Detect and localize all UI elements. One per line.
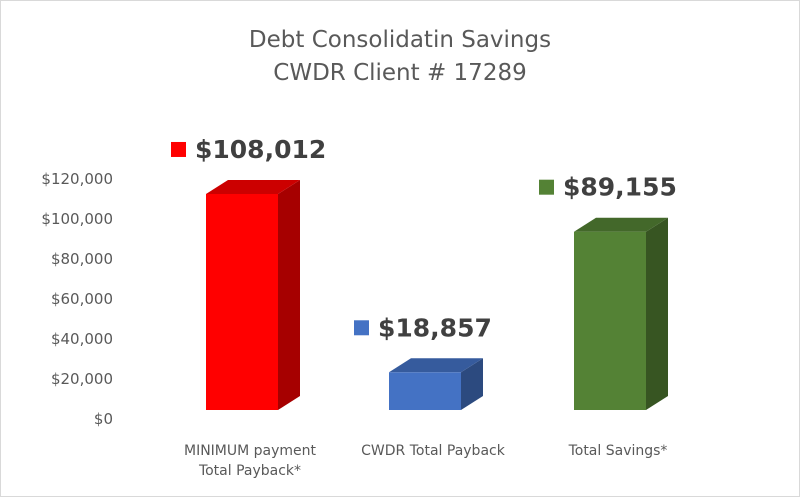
- data-label: $89,155: [563, 173, 677, 202]
- bar-top-face: [206, 179, 300, 194]
- y-tick-label: $120,000: [41, 170, 113, 188]
- bar-side-face: [646, 217, 668, 410]
- bar-side-face: [461, 358, 483, 410]
- chart-title-line-1: Debt Consolidatin Savings: [248, 27, 552, 53]
- bar: [206, 193, 278, 410]
- y-tick-label: $40,000: [51, 330, 113, 348]
- bar: [574, 231, 646, 410]
- y-tick-label: $100,000: [41, 210, 113, 228]
- y-tick-label: $20,000: [51, 370, 113, 388]
- data-label-key: [171, 141, 186, 157]
- chart-title-line-2: CWDR Client # 17289: [273, 60, 527, 86]
- y-tick-label: $80,000: [51, 250, 113, 268]
- y-tick-label: $0: [94, 410, 113, 428]
- category-label: CWDR Total Payback: [361, 443, 506, 459]
- bar-top-face: [574, 217, 668, 232]
- category-label: Total Savings*: [568, 443, 668, 459]
- bar-side-face: [278, 179, 300, 410]
- category-label: Total Payback*: [198, 463, 301, 479]
- y-tick-label: $60,000: [51, 290, 113, 308]
- chart-title: Debt Consolidatin Savings CWDR Client # …: [0, 24, 800, 90]
- bar-top-face: [389, 358, 483, 373]
- bar: [389, 372, 461, 410]
- data-label: $108,012: [195, 135, 326, 164]
- data-label-key: [539, 179, 554, 195]
- category-label: MINIMUM payment: [184, 443, 317, 459]
- data-label-key: [354, 320, 369, 336]
- data-label: $18,857: [378, 313, 492, 342]
